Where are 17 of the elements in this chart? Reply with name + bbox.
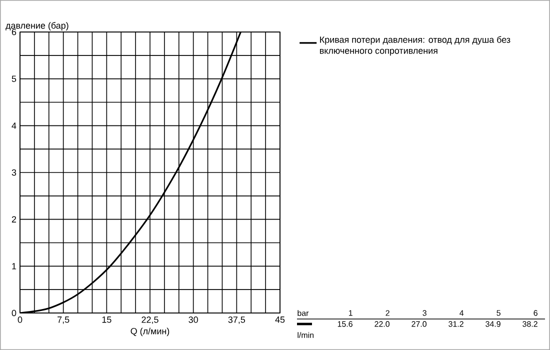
y-tick-label: 4: [12, 122, 16, 129]
x-tick-label: 45: [275, 316, 285, 323]
legend-label: Кривая потери давления: отвод для душа без включенного сопротивления: [320, 36, 510, 56]
x-tick-label: 0: [18, 316, 22, 323]
y-tick-label: 1: [12, 263, 16, 270]
x-tick-label: 37,5: [228, 316, 246, 324]
x-tick-label: 22,5: [142, 316, 158, 324]
y-tick-label: 3: [12, 169, 16, 176]
y-tick-label: 0: [12, 310, 16, 316]
y-axis-title: давление (бар): [6, 22, 68, 30]
x-tick-label: 15: [102, 316, 112, 323]
y-tick-label: 5: [12, 76, 16, 82]
x-tick-label: 7,5: [58, 316, 70, 324]
x-tick-label: 30: [188, 316, 198, 323]
x-axis-title: Q (л/мин): [130, 328, 170, 336]
y-tick-label: 2: [12, 216, 16, 222]
y-tick-label: 6: [12, 28, 16, 36]
